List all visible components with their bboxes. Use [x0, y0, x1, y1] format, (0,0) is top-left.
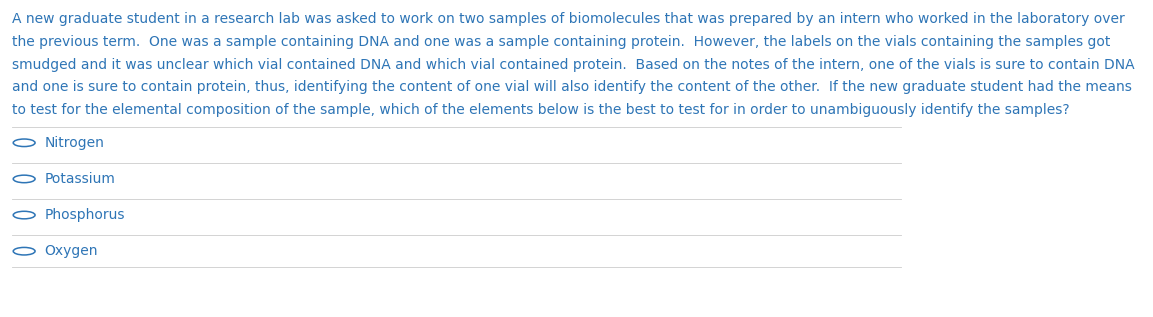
- Text: smudged and it was unclear which vial contained DNA and which vial contained pro: smudged and it was unclear which vial co…: [13, 58, 1135, 72]
- Text: Oxygen: Oxygen: [44, 244, 98, 258]
- Text: and one is sure to contain protein, thus, identifying the content of one vial wi: and one is sure to contain protein, thus…: [13, 80, 1132, 94]
- Text: the previous term.  One was a sample containing DNA and one was a sample contain: the previous term. One was a sample cont…: [13, 35, 1110, 49]
- Text: Potassium: Potassium: [44, 172, 115, 186]
- Text: A new graduate student in a research lab was asked to work on two samples of bio: A new graduate student in a research lab…: [13, 12, 1125, 26]
- Text: to test for the elemental composition of the sample, which of the elements below: to test for the elemental composition of…: [13, 103, 1070, 117]
- Text: Phosphorus: Phosphorus: [44, 208, 125, 222]
- Text: Nitrogen: Nitrogen: [44, 136, 104, 150]
